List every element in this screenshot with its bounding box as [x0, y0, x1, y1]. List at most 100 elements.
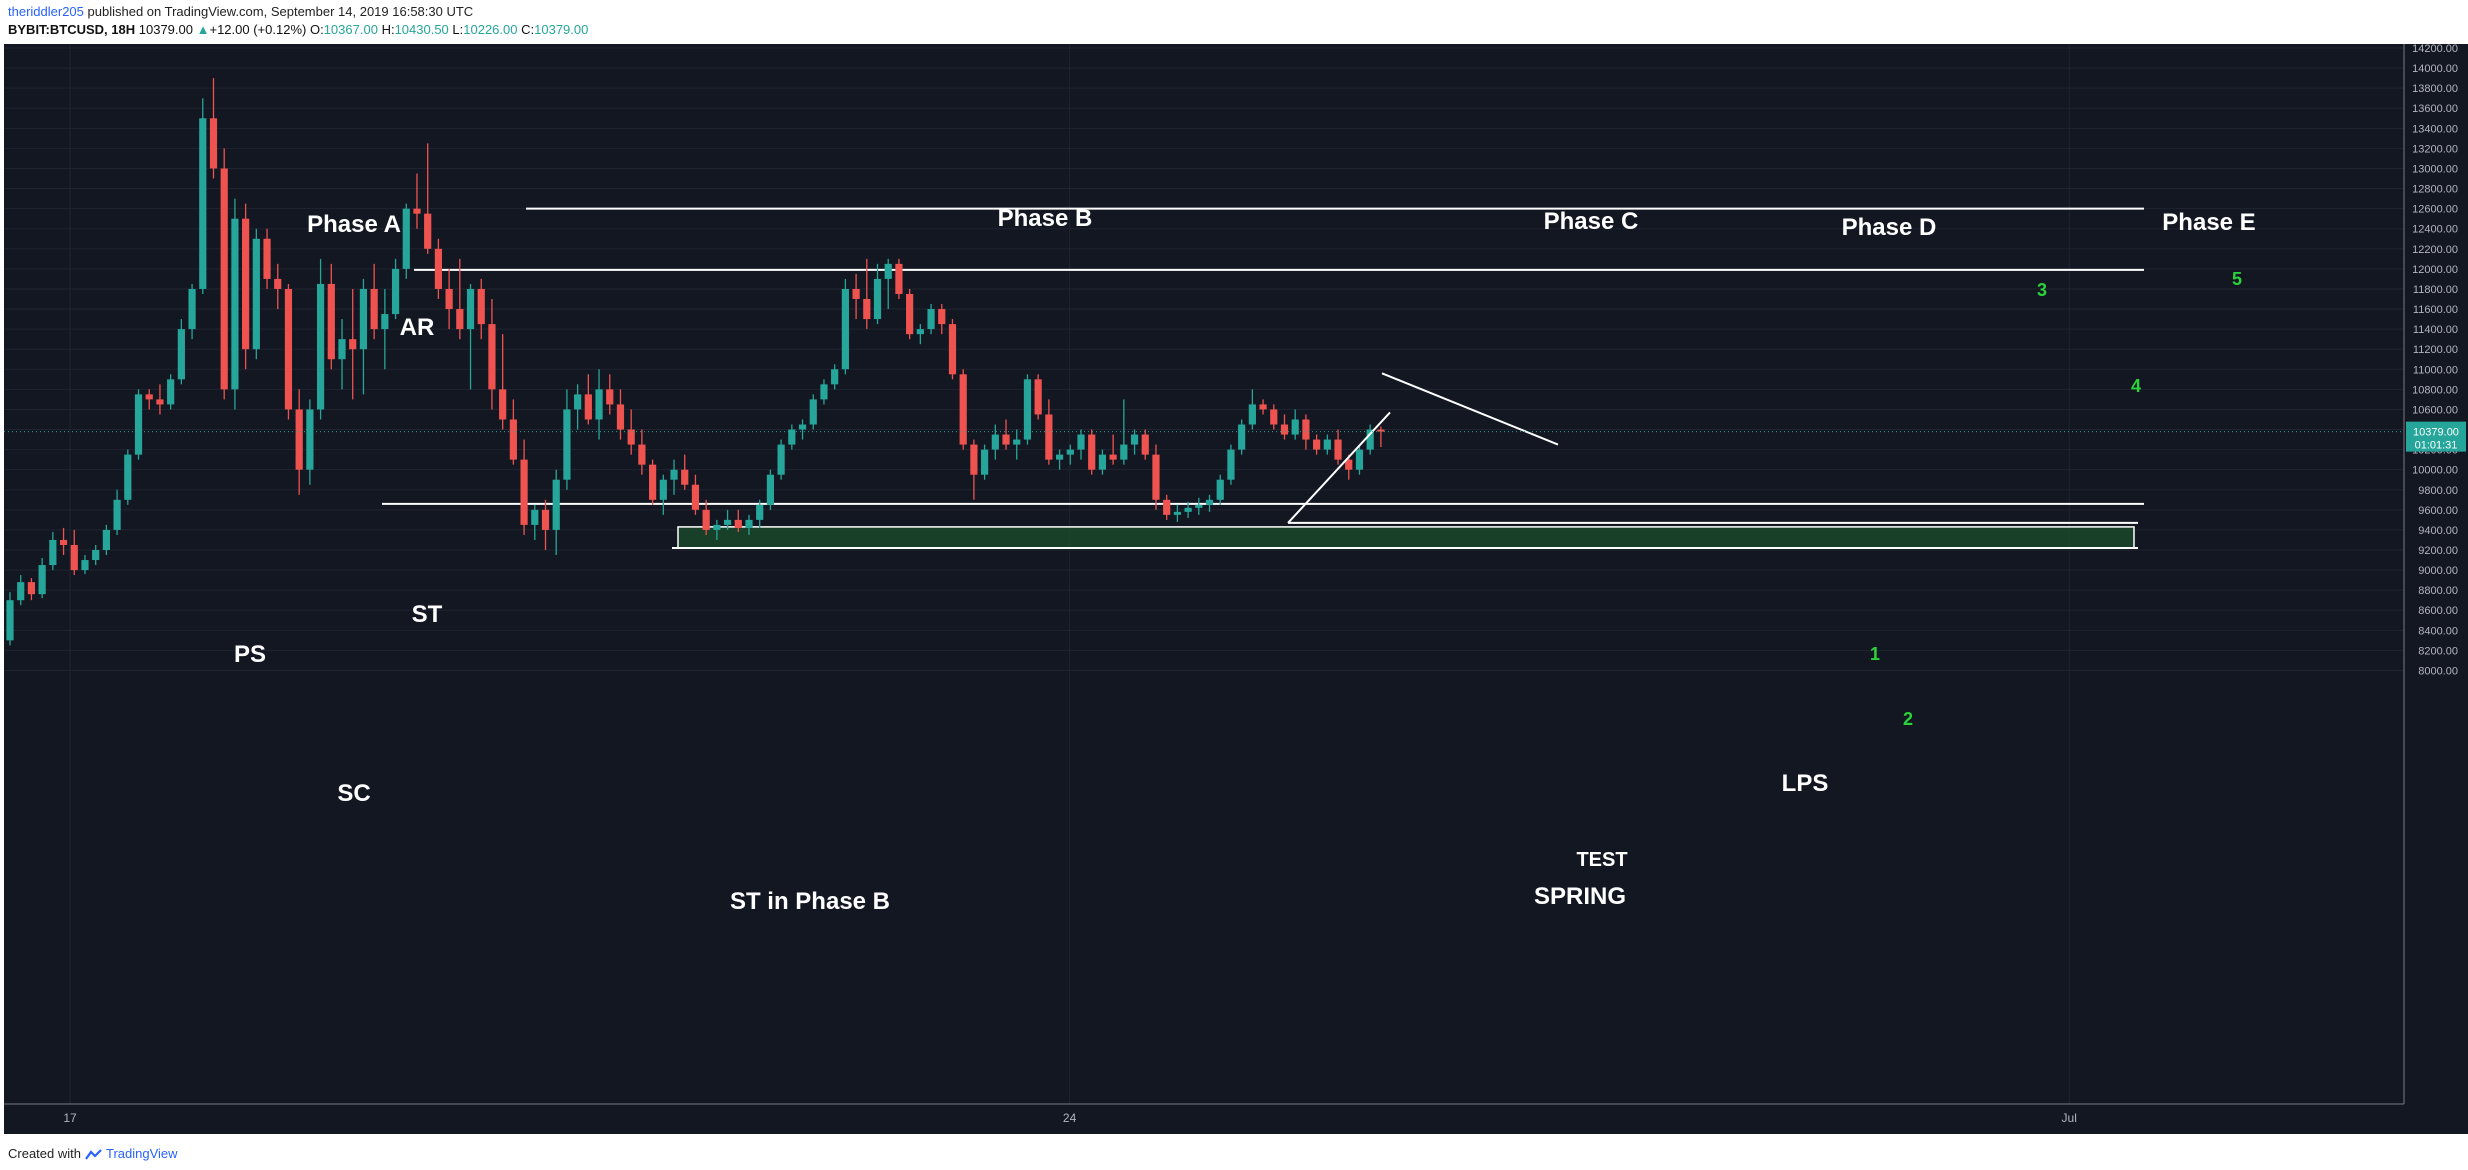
candle-body [167, 379, 175, 405]
created-label: Created with [8, 1146, 81, 1161]
price-tick-label: 13800.00 [2412, 83, 2458, 95]
time-axis[interactable]: 1724Jul8152226Aug5121926Sep59162327Oct7 [4, 1103, 2468, 1134]
candle-body [1152, 454, 1160, 500]
candle-body [1077, 434, 1085, 450]
candle-body [1109, 454, 1117, 460]
price-tick-label: 10800.00 [2412, 384, 2458, 396]
price-tick-label: 10600.00 [2412, 404, 2458, 416]
tradingview-logo-icon [84, 1148, 102, 1160]
candle-body [595, 389, 603, 420]
author-link[interactable]: theriddler205 [8, 4, 84, 19]
candle-body [509, 419, 517, 460]
chart-area[interactable]: Phase A Phase B Phase C Phase D Phase E AR PS S… [4, 43, 2468, 1134]
price-tick-label: 8200.00 [2418, 645, 2458, 657]
candle-body [981, 449, 989, 475]
candle-body [1013, 439, 1021, 445]
candle-body [252, 238, 260, 350]
candle-body [456, 309, 464, 330]
candle-body [306, 409, 314, 470]
candle-body [938, 309, 946, 325]
candle-body [1248, 404, 1256, 425]
price-axis[interactable]: 8000.00 8200.00 8400.00 8600.00 8800.00 9000.… [2403, 43, 2468, 1104]
price-tick-label: 12600.00 [2412, 204, 2458, 216]
price-tick-label: 8600.00 [2418, 605, 2458, 617]
candle-body [659, 479, 667, 500]
candle-body [70, 544, 78, 571]
candle-body [124, 454, 132, 500]
annotation-label: AR [400, 314, 435, 341]
price-chart[interactable]: Phase A Phase B Phase C Phase D Phase E AR PS S… [4, 43, 2468, 1134]
price-tick-label: 8000.00 [2418, 665, 2458, 677]
candle-body [424, 213, 432, 249]
close-label: C: [521, 22, 535, 37]
price-tick-label: 14200.00 [2412, 44, 2458, 55]
horizontal-levels [382, 207, 2144, 549]
candle-body [349, 339, 357, 350]
price-tick-label: 8800.00 [2418, 585, 2458, 597]
candle-body [970, 444, 978, 475]
candle-body [1216, 479, 1224, 500]
price-tick-label: 11200.00 [2413, 344, 2458, 356]
candle-body [798, 424, 807, 430]
annotations: Phase A Phase B Phase C Phase D Phase E AR PS S… [234, 205, 2256, 915]
candle-body [263, 238, 271, 279]
candle-body [1173, 511, 1181, 515]
candle-body [574, 394, 582, 410]
candle-body [606, 389, 614, 405]
candle-body [638, 444, 646, 465]
price-tick-label: 9600.00 [2418, 505, 2458, 517]
triangle-upper-trendline [1381, 372, 1559, 446]
candle-body [713, 524, 721, 530]
price-axis-bg [2404, 44, 2468, 1104]
candles [6, 78, 1385, 646]
wave-count-label: 5 [2232, 269, 2242, 289]
candle-body [38, 565, 46, 595]
candle-body [1291, 419, 1299, 435]
price-tick-label: 9800.00 [2418, 485, 2458, 497]
price-badge-value: 10379.00 [2413, 427, 2459, 439]
wave-count-label: 3 [2037, 280, 2047, 300]
candle-body [520, 459, 528, 525]
candle-body [434, 248, 442, 289]
wave-count-label: 1 [1870, 644, 1880, 664]
candle-body [948, 324, 957, 375]
candle-body [841, 288, 849, 370]
close-value: 10379.00 [534, 22, 589, 37]
candle-body [359, 288, 368, 350]
time-tick-label: 17 [63, 1111, 77, 1125]
candle-body [1280, 424, 1289, 435]
candle-body [231, 218, 239, 390]
candle-body [1334, 439, 1342, 460]
candle-body [1323, 439, 1331, 450]
price-tick-label: 10000.00 [2412, 465, 2458, 477]
candle-body [209, 118, 218, 169]
price-tick-label: 14000.00 [2412, 63, 2458, 75]
tradingview-link[interactable]: TradingView [106, 1146, 178, 1161]
candle-body [413, 208, 421, 214]
zone-box [677, 526, 2135, 549]
candle-body [1088, 434, 1096, 470]
annotation-label: LPS [1782, 770, 1829, 797]
open-value: 10367.00 [323, 22, 378, 37]
price-tick-label: 11400.00 [2413, 324, 2458, 336]
candle-body [445, 288, 453, 310]
candle-body [1205, 499, 1214, 505]
price-tick-label: 13200.00 [2412, 143, 2458, 155]
candle-body [1034, 379, 1042, 415]
candle-body [145, 394, 153, 400]
price-tick-label: 13400.00 [2412, 123, 2458, 135]
candle-body [831, 369, 839, 385]
candle-body [991, 434, 999, 450]
candle-body [402, 208, 410, 269]
candle-body [6, 600, 14, 641]
ohlc-legend: BYBIT:BTCUSD, 18H 10379.00 ▲+12.00 (+0.1… [8, 22, 588, 37]
created-with: Created with TradingView [8, 1146, 178, 1161]
candle-body [1130, 434, 1139, 445]
price-tick-label: 13600.00 [2412, 103, 2458, 115]
annotation-label: TEST [1576, 849, 1627, 871]
candle-body [1366, 429, 1374, 450]
price-tick-label: 11600.00 [2413, 304, 2458, 316]
candle-body [788, 429, 796, 445]
candle-body [1238, 424, 1246, 450]
annotation-label: Phase E [2162, 209, 2255, 236]
